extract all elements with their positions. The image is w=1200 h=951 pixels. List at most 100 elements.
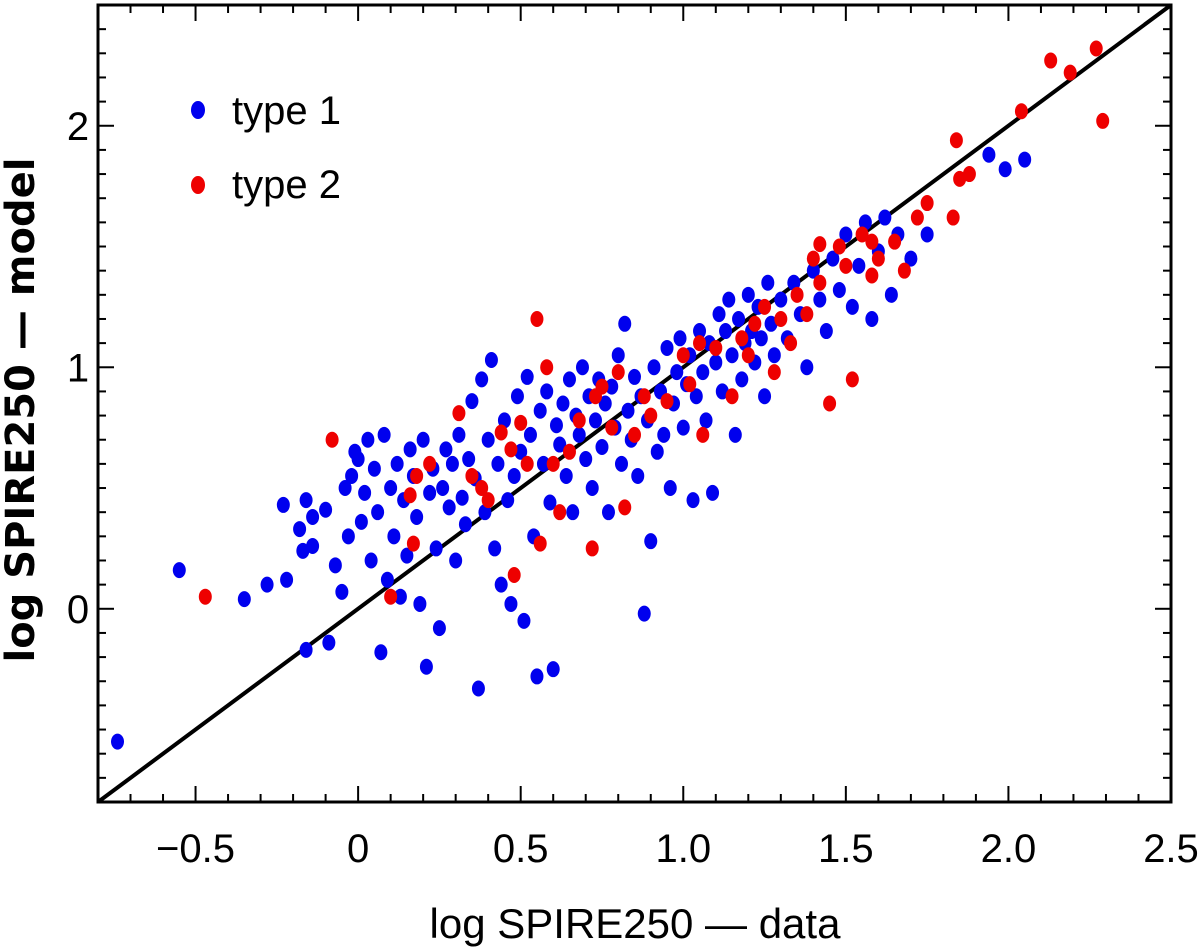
point-type-1-12 (319, 501, 333, 518)
x-tick-label: −0.5 (156, 827, 235, 871)
point-type-1-124 (689, 388, 703, 405)
point-type-1-35 (400, 547, 414, 564)
point-type-1-149 (774, 291, 788, 308)
point-type-1-165 (878, 209, 892, 226)
reference-line-layer (96, 3, 1173, 804)
y-axis: 0 1 2 (67, 4, 1171, 779)
point-type-1-163 (865, 310, 879, 327)
point-type-2-45 (784, 335, 798, 352)
point-type-1-11 (306, 537, 320, 554)
point-type-2-3 (403, 487, 417, 504)
point-type-1-155 (813, 291, 827, 308)
point-type-2-37 (709, 339, 723, 356)
point-type-1-3 (260, 576, 274, 593)
point-type-1-38 (410, 509, 424, 526)
point-type-1-95 (595, 438, 609, 455)
point-type-1-36 (403, 441, 417, 458)
point-type-1-27 (374, 644, 388, 661)
point-type-2-30 (637, 388, 651, 405)
point-type-1-5 (280, 571, 294, 588)
x-tick-label: 2.0 (981, 827, 1037, 871)
point-type-2-34 (683, 376, 697, 393)
point-type-1-159 (839, 226, 853, 243)
point-type-1-89 (575, 359, 589, 376)
point-type-1-93 (588, 412, 602, 429)
point-type-2-18 (540, 359, 554, 376)
point-type-1-134 (722, 291, 736, 308)
point-type-2-44 (774, 310, 788, 327)
point-type-1-54 (462, 451, 476, 468)
point-type-2-61 (946, 209, 960, 226)
point-type-2-32 (660, 393, 674, 410)
point-type-1-41 (419, 658, 433, 675)
point-type-1-0 (111, 733, 125, 750)
point-type-1-138 (735, 371, 749, 388)
point-type-1-160 (845, 298, 859, 315)
point-type-1-39 (413, 595, 427, 612)
point-type-1-119 (673, 330, 687, 347)
point-type-1-69 (510, 388, 524, 405)
point-type-1-130 (709, 354, 723, 371)
point-type-1-52 (455, 489, 469, 506)
point-type-1-156 (819, 323, 833, 340)
point-type-2-21 (562, 443, 576, 460)
point-type-2-66 (1063, 64, 1077, 81)
point-type-1-171 (998, 161, 1012, 178)
point-type-1-57 (471, 680, 485, 697)
point-type-1-76 (533, 402, 547, 419)
point-type-2-22 (572, 412, 586, 429)
point-type-2-51 (832, 238, 846, 255)
x-tick-label: 0.5 (493, 827, 549, 871)
point-type-1-49 (445, 455, 459, 472)
point-type-1-129 (706, 484, 720, 501)
point-type-1-24 (364, 552, 378, 569)
point-type-1-15 (335, 583, 349, 600)
point-type-1-32 (390, 455, 404, 472)
point-type-1-103 (621, 402, 635, 419)
x-axis-title: log SPIRE250 — data (430, 900, 842, 947)
point-type-2-12 (504, 441, 518, 458)
point-type-2-19 (546, 455, 560, 472)
point-type-1-126 (696, 364, 710, 381)
point-type-2-16 (530, 310, 544, 327)
point-type-1-22 (358, 484, 372, 501)
one-to-one-line (96, 3, 1173, 804)
point-type-1-96 (598, 395, 612, 412)
point-type-2-20 (553, 504, 567, 521)
point-type-1-46 (436, 480, 450, 497)
point-type-2-13 (507, 566, 521, 583)
point-type-2-52 (839, 257, 853, 274)
point-type-1-148 (767, 347, 781, 364)
point-type-1-105 (628, 368, 641, 385)
point-type-1-26 (371, 504, 385, 521)
point-type-2-67 (1089, 40, 1103, 57)
point-type-2-9 (475, 480, 489, 497)
x-tick-label: 2.5 (1143, 827, 1199, 871)
point-type-1-102 (618, 315, 632, 332)
point-type-1-172 (1018, 151, 1032, 168)
point-type-1-48 (442, 499, 456, 516)
point-type-1-7 (299, 492, 313, 509)
point-type-1-25 (367, 460, 381, 477)
point-type-2-28 (618, 499, 632, 516)
y-tick-label: 0 (67, 588, 89, 632)
point-type-1-92 (585, 480, 599, 497)
point-type-2-35 (693, 335, 707, 352)
point-type-1-127 (699, 412, 713, 429)
point-type-1-133 (719, 323, 733, 340)
point-type-1-30 (384, 480, 398, 497)
point-type-2-69 (949, 132, 963, 149)
point-type-1-63 (491, 455, 505, 472)
point-type-1-111 (647, 359, 661, 376)
point-type-2-15 (520, 455, 534, 472)
legend: type 1 type 2 (191, 89, 341, 207)
point-type-1-120 (676, 419, 690, 436)
point-type-2-7 (452, 405, 466, 422)
point-type-2-23 (585, 540, 599, 557)
point-type-1-125 (693, 323, 707, 340)
point-type-1-77 (536, 455, 550, 472)
point-type-1-16 (338, 480, 352, 497)
point-type-2-4 (410, 467, 424, 484)
point-type-1-78 (540, 383, 554, 400)
